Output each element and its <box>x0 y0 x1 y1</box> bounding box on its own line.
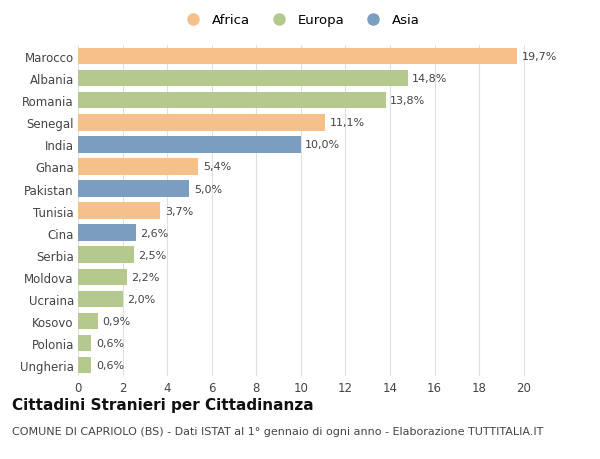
Bar <box>78 181 190 197</box>
Text: 2,2%: 2,2% <box>131 272 160 282</box>
Bar <box>78 137 301 153</box>
Text: 2,6%: 2,6% <box>140 228 169 238</box>
Bar <box>78 203 160 219</box>
Bar <box>78 71 408 87</box>
Text: 3,7%: 3,7% <box>165 206 193 216</box>
Bar <box>78 247 134 263</box>
Text: 19,7%: 19,7% <box>521 52 557 62</box>
Bar <box>78 93 386 109</box>
Bar <box>78 115 325 131</box>
Text: 0,6%: 0,6% <box>96 338 124 348</box>
Bar <box>78 225 136 241</box>
Bar <box>78 269 127 285</box>
Text: 5,4%: 5,4% <box>203 162 231 172</box>
Bar <box>78 357 91 374</box>
Text: 10,0%: 10,0% <box>305 140 340 150</box>
Bar <box>78 335 91 352</box>
Text: 13,8%: 13,8% <box>390 96 425 106</box>
Text: 14,8%: 14,8% <box>412 74 448 84</box>
Bar <box>78 49 517 65</box>
Text: 0,9%: 0,9% <box>103 316 131 326</box>
Bar <box>78 291 122 308</box>
Bar <box>78 313 98 330</box>
Text: 11,1%: 11,1% <box>330 118 365 128</box>
Text: 0,6%: 0,6% <box>96 360 124 370</box>
Text: COMUNE DI CAPRIOLO (BS) - Dati ISTAT al 1° gennaio di ogni anno - Elaborazione T: COMUNE DI CAPRIOLO (BS) - Dati ISTAT al … <box>12 426 544 436</box>
Bar <box>78 159 199 175</box>
Text: 5,0%: 5,0% <box>194 184 222 194</box>
Text: 2,5%: 2,5% <box>138 250 166 260</box>
Text: 2,0%: 2,0% <box>127 294 155 304</box>
Text: Cittadini Stranieri per Cittadinanza: Cittadini Stranieri per Cittadinanza <box>12 397 314 412</box>
Legend: Africa, Europa, Asia: Africa, Europa, Asia <box>175 9 425 33</box>
